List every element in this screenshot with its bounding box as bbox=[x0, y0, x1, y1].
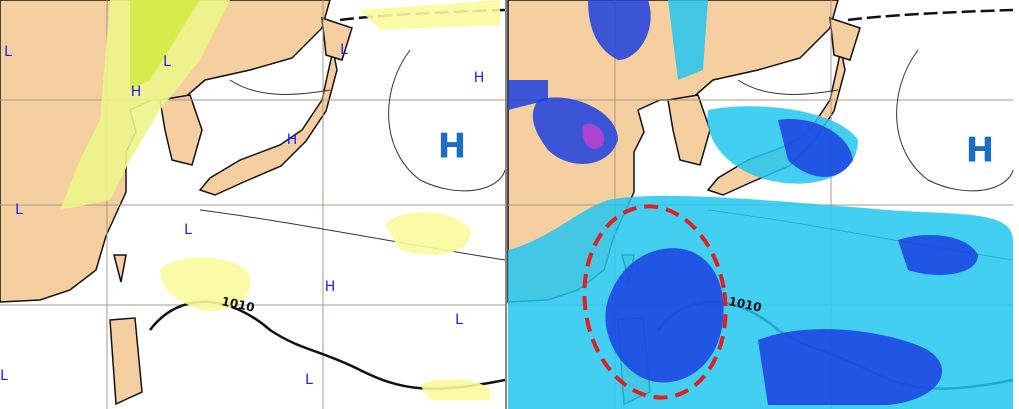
labels: L L H L H L L H H L L L 1010 H 1010 H bbox=[0, 42, 994, 388]
high-pressure-label: H bbox=[438, 127, 466, 167]
precip-area bbox=[605, 248, 724, 383]
land bbox=[321, 16, 353, 61]
land bbox=[109, 317, 143, 406]
pressure-label: L bbox=[305, 372, 313, 388]
pressure-label: H bbox=[474, 70, 485, 86]
pressure-label: L bbox=[15, 202, 23, 218]
pressure-label: H bbox=[287, 132, 298, 148]
high-pressure-label: H bbox=[966, 131, 994, 171]
highlight-circle bbox=[582, 204, 728, 400]
pressure-label: L bbox=[4, 44, 12, 60]
land bbox=[113, 254, 127, 283]
precip-area bbox=[778, 119, 853, 177]
pressure-label: L bbox=[455, 312, 463, 328]
isobar bbox=[388, 49, 506, 192]
precip-area bbox=[360, 0, 500, 30]
isobar-label: 1010 bbox=[220, 294, 256, 315]
precip-area bbox=[385, 212, 471, 255]
precip-area bbox=[130, 0, 200, 90]
isobar-thick bbox=[847, 8, 1014, 22]
pressure-label: H bbox=[325, 279, 336, 295]
land bbox=[667, 94, 711, 166]
precip-area bbox=[582, 123, 604, 149]
precip-area bbox=[898, 235, 978, 275]
isobar bbox=[229, 79, 331, 95]
pressure-label: L bbox=[0, 368, 8, 384]
precip-area bbox=[588, 0, 651, 60]
precip-area bbox=[758, 329, 943, 405]
pressure-label: H bbox=[131, 84, 142, 100]
isobar bbox=[199, 209, 506, 261]
isobar-label: 1010 bbox=[727, 294, 763, 315]
left-panel bbox=[0, 0, 506, 409]
isobar bbox=[737, 79, 839, 95]
land bbox=[829, 16, 861, 61]
precip-area bbox=[60, 0, 230, 210]
right-panel bbox=[507, 0, 1014, 409]
pressure-label: L bbox=[184, 222, 192, 238]
isobar bbox=[896, 49, 1014, 192]
precip-area bbox=[508, 80, 548, 110]
pressure-label: L bbox=[163, 54, 171, 70]
pressure-label: L bbox=[340, 42, 348, 58]
precip-area bbox=[668, 0, 708, 80]
land bbox=[159, 94, 203, 166]
precip-area bbox=[420, 378, 490, 400]
precip-area bbox=[160, 257, 251, 311]
